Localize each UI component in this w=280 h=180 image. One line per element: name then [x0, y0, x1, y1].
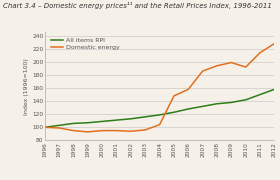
Domestic energy	[244, 66, 248, 68]
All items RPI	[115, 119, 118, 121]
Domestic energy	[172, 95, 176, 97]
All items RPI	[129, 118, 133, 120]
Domestic energy	[158, 124, 161, 126]
All items RPI	[144, 116, 147, 118]
Domestic energy	[43, 126, 46, 128]
Domestic energy	[201, 70, 204, 72]
Domestic energy	[101, 129, 104, 132]
All items RPI	[201, 105, 204, 107]
Line: All items RPI: All items RPI	[45, 89, 274, 127]
Domestic energy	[86, 131, 90, 133]
All items RPI	[43, 126, 46, 128]
Domestic energy	[230, 61, 233, 64]
Domestic energy	[144, 129, 147, 131]
All items RPI	[101, 120, 104, 123]
Domestic energy	[273, 42, 276, 45]
Y-axis label: Index (1996=100): Index (1996=100)	[24, 58, 29, 115]
All items RPI	[215, 103, 219, 105]
All items RPI	[230, 101, 233, 103]
All items RPI	[86, 122, 90, 124]
Domestic energy	[186, 88, 190, 90]
Text: Chart 3.4 – Domestic energy prices¹¹ and the Retail Prices Index, 1996-2011: Chart 3.4 – Domestic energy prices¹¹ and…	[3, 2, 272, 9]
All items RPI	[244, 99, 248, 101]
Domestic energy	[129, 130, 133, 132]
All items RPI	[158, 114, 161, 116]
Legend: All items RPI, Domestic energy: All items RPI, Domestic energy	[50, 37, 121, 51]
All items RPI	[273, 88, 276, 90]
All items RPI	[72, 122, 75, 124]
All items RPI	[57, 124, 61, 126]
Domestic energy	[258, 52, 262, 54]
All items RPI	[258, 93, 262, 96]
Domestic energy	[215, 65, 219, 67]
All items RPI	[172, 111, 176, 113]
Domestic energy	[115, 129, 118, 132]
Domestic energy	[57, 127, 61, 129]
Line: Domestic energy: Domestic energy	[45, 44, 274, 132]
All items RPI	[186, 108, 190, 110]
Domestic energy	[72, 129, 75, 132]
